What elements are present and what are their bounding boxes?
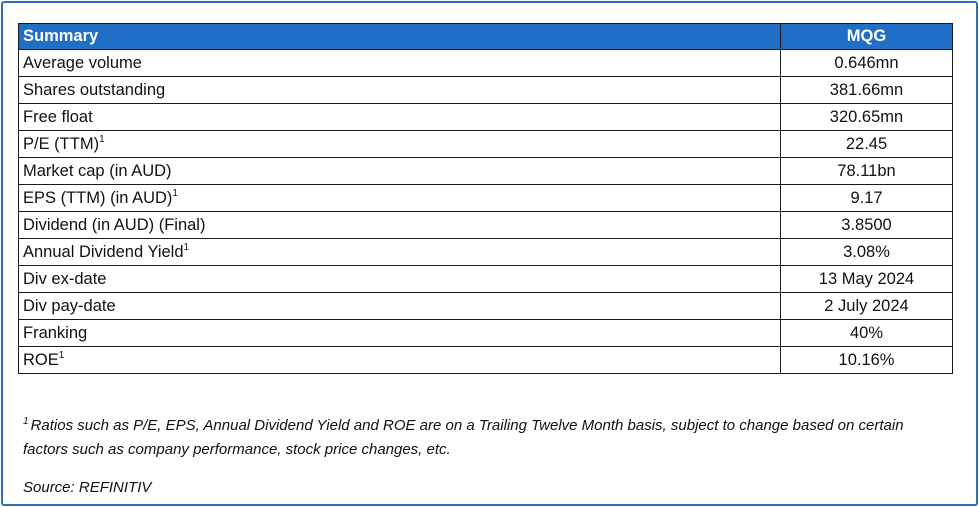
table-row: Market cap (in AUD) 78.11bn xyxy=(18,157,953,185)
row-label: Average volume xyxy=(18,49,781,77)
row-label: Franking xyxy=(18,319,781,347)
table-row: Dividend (in AUD) (Final) 3.8500 xyxy=(18,211,953,239)
row-value: 381.66mn xyxy=(780,76,953,104)
row-value: 0.646mn xyxy=(780,49,953,77)
row-label-text: Div pay-date xyxy=(23,297,116,315)
row-value: 9.17 xyxy=(780,184,953,212)
table-row: P/E (TTM)1 22.45 xyxy=(18,130,953,158)
source-note: Source: REFINITIV xyxy=(23,479,152,496)
row-label-text: Dividend (in AUD) (Final) xyxy=(23,216,206,234)
table-row: Franking 40% xyxy=(18,319,953,347)
table-row: Free float 320.65mn xyxy=(18,103,953,131)
table-row: EPS (TTM) (in AUD)1 9.17 xyxy=(18,184,953,212)
table-row: ROE1 10.16% xyxy=(18,346,953,374)
table-row: Shares outstanding 381.66mn xyxy=(18,76,953,104)
row-label-text: P/E (TTM) xyxy=(23,135,100,153)
summary-table: Summary MQG Average volume 0.646mn Share… xyxy=(18,23,953,374)
row-value: 40% xyxy=(780,319,953,347)
row-label: EPS (TTM) (in AUD)1 xyxy=(18,184,781,212)
row-label-text: Shares outstanding xyxy=(23,81,166,99)
row-label-text: Average volume xyxy=(23,54,142,72)
table-row: Annual Dividend Yield1 3.08% xyxy=(18,238,953,266)
row-value: 10.16% xyxy=(780,346,953,374)
footnote-text: Ratios such as P/E, EPS, Annual Dividend… xyxy=(23,417,904,458)
row-label: Shares outstanding xyxy=(18,76,781,104)
row-label: Div pay-date xyxy=(18,292,781,320)
row-value: 3.08% xyxy=(780,238,953,266)
row-value: 3.8500 xyxy=(780,211,953,239)
row-value: 13 May 2024 xyxy=(780,265,953,293)
row-label: Div ex-date xyxy=(18,265,781,293)
row-label: Annual Dividend Yield1 xyxy=(18,238,781,266)
row-value: 320.65mn xyxy=(780,103,953,131)
table-header-row: Summary MQG xyxy=(18,23,953,50)
row-label-superscript: 1 xyxy=(172,188,178,199)
row-value: 78.11bn xyxy=(780,157,953,185)
row-label: ROE1 xyxy=(18,346,781,374)
table-row: Div ex-date 13 May 2024 xyxy=(18,265,953,293)
header-ticker: MQG xyxy=(780,23,953,50)
row-label: Dividend (in AUD) (Final) xyxy=(18,211,781,239)
table-row: Average volume 0.646mn xyxy=(18,49,953,77)
row-label: Free float xyxy=(18,103,781,131)
header-summary: Summary xyxy=(18,23,781,50)
row-label-text: EPS (TTM) (in AUD) xyxy=(23,189,173,207)
row-label: Market cap (in AUD) xyxy=(18,157,781,185)
row-label: P/E (TTM)1 xyxy=(18,130,781,158)
table-row: Div pay-date 2 July 2024 xyxy=(18,292,953,320)
row-value: 2 July 2024 xyxy=(780,292,953,320)
row-label-text: ROE xyxy=(23,351,59,369)
row-label-text: Market cap (in AUD) xyxy=(23,162,172,180)
row-label-superscript: 1 xyxy=(99,134,105,145)
row-value: 22.45 xyxy=(780,130,953,158)
footnote: 1 Ratios such as P/E, EPS, Annual Dividen… xyxy=(23,414,923,462)
row-label-text: Free float xyxy=(23,108,93,126)
row-label-superscript: 1 xyxy=(183,242,190,253)
row-label-superscript: 1 xyxy=(58,350,65,361)
row-label-text: Franking xyxy=(23,324,88,342)
footnote-marker: 1 xyxy=(23,416,29,427)
row-label-text: Div ex-date xyxy=(23,270,107,288)
row-label-text: Annual Dividend Yield xyxy=(23,243,184,261)
